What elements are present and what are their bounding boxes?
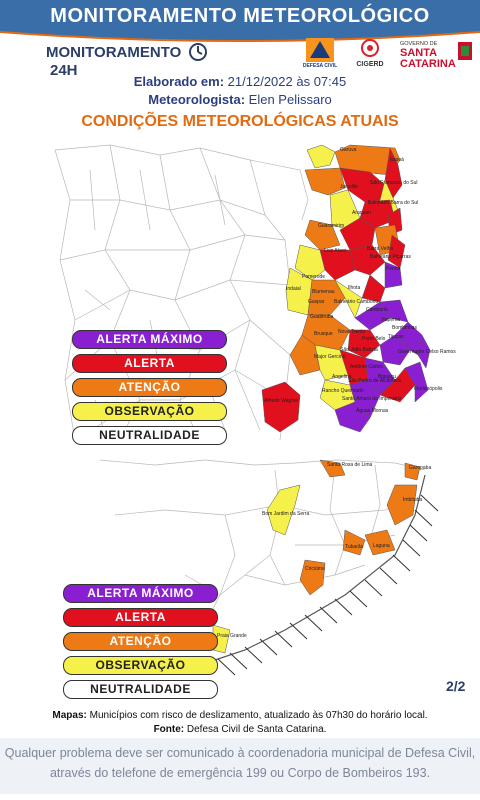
clock-icon xyxy=(189,43,208,61)
meteorologista-value: Elen Pelissaro xyxy=(248,92,332,107)
city-label: Itapema xyxy=(382,317,400,323)
south-map: Santa Rosa de Lima Garopaba Imbituba Bom… xyxy=(99,459,439,676)
cigerd-label: CIGERD xyxy=(356,61,383,68)
legend-item-observacao: OBSERVAÇÃO xyxy=(63,656,218,675)
footnote-fonte: Fonte: Defesa Civil de Santa Catarina. xyxy=(0,724,480,735)
city-label: Governador Celso Ramos xyxy=(398,349,456,355)
legend-south: ALERTA MÁXIMO ALERTA ATENÇÃO OBSERVAÇÃO … xyxy=(63,584,218,704)
city-label: Major Gercino xyxy=(314,354,346,360)
section-title: CONDIÇÕES METEOROLÓGICAS ATUAIS xyxy=(81,113,399,130)
city-label: Barra Velha xyxy=(367,246,393,252)
city-label: Biguaçu xyxy=(378,374,396,380)
city-label: Pomerode xyxy=(302,274,325,280)
footnote-mapas: Mapas: Municípios com risco de deslizame… xyxy=(0,710,480,721)
city-label: Angelina xyxy=(332,374,352,380)
brand-suffix: 24H xyxy=(50,62,78,79)
legend-item-alerta-maximo: ALERTA MÁXIMO xyxy=(72,330,227,349)
city-label: Santa Rosa de Lima xyxy=(327,462,373,468)
legend-item-atencao: ATENÇÃO xyxy=(72,378,227,397)
city-label: Araquari xyxy=(352,210,371,216)
city-label: Bombinhas xyxy=(392,325,418,331)
legend-item-atencao: ATENÇÃO xyxy=(63,632,218,651)
brand-logo: MONITORAMENTO 24H xyxy=(46,42,216,79)
header-curve xyxy=(0,28,480,42)
elaborado-label: Elaborado em: xyxy=(133,74,225,89)
city-label: Balneário Camboriú xyxy=(334,299,378,305)
city-label: Santo Amaro da Imperatriz xyxy=(342,396,402,402)
elaborado-line: Elaborado em: 21/12/2022 às 07:45 xyxy=(0,74,480,89)
city-label: Rancho Queimado xyxy=(322,388,364,394)
governo-sc-logo: GOVERNO DE SANTA CATARINA xyxy=(400,41,472,70)
risk-areas xyxy=(261,144,431,433)
legend-north: ALERTA MÁXIMO ALERTA ATENÇÃO OBSERVAÇÃO … xyxy=(72,330,227,450)
defesa-civil-logo: DEFESA CIVIL xyxy=(303,38,337,69)
municipality-borders xyxy=(54,144,309,441)
city-label: Garuva xyxy=(340,147,357,153)
fonte-text: Defesa Civil de Santa Catarina. xyxy=(186,724,327,735)
fonte-label: Fonte: xyxy=(153,724,185,735)
mapas-label: Mapas: xyxy=(52,710,87,721)
city-label: Nova Trento xyxy=(338,329,365,335)
north-map: Garuva Itapoá São Francisco do Sul Joinv… xyxy=(54,144,456,441)
bottom-line-2: através do telefone de emergência 199 ou… xyxy=(49,766,431,780)
legend-item-alerta: ALERTA xyxy=(72,354,227,373)
elaborado-value: 21/12/2022 às 07:45 xyxy=(227,74,347,89)
city-label: Alfredo Wagner xyxy=(264,398,299,404)
city-label: Blumenau xyxy=(312,289,335,295)
city-label: Brusque xyxy=(314,331,333,337)
city-label: Indaial xyxy=(286,286,301,292)
city-label: Florianópolis xyxy=(414,386,443,392)
city-label: Criciúma xyxy=(305,566,325,572)
page-number: 2/2 xyxy=(446,678,466,694)
city-label: Joinville xyxy=(340,184,358,190)
city-label: São Pedro de Alcântara xyxy=(348,378,401,384)
city-label: Tubarão xyxy=(345,544,364,550)
legend-item-neutralidade: NEUTRALIDADE xyxy=(72,426,227,445)
city-label: Guaramirim xyxy=(318,223,344,229)
header-title: MONITORAMENTO METEOROLÓGICO xyxy=(0,0,480,32)
city-label: Bom Jardim da Serra xyxy=(262,511,309,517)
partner-logos-graphic: DEFESA CIVIL CIGERD GOVERNO DE SANTA CAT… xyxy=(303,38,472,70)
city-label: Laguna xyxy=(373,543,390,549)
city-label: Gaspar xyxy=(308,299,325,305)
bottom-band xyxy=(0,738,480,794)
governo-label: GOVERNO DE xyxy=(400,41,438,47)
city-label: Imbituba xyxy=(403,497,422,503)
city-label: Luiz Alves xyxy=(324,248,347,254)
city-label: São Francisco do Sul xyxy=(370,180,418,186)
city-label: Camboriú xyxy=(366,307,388,313)
city-label: Balneário Piçarras xyxy=(370,254,411,260)
partner-logos: DEFESA CIVIL CIGERD GOVERNO DE SANTA CAT… xyxy=(300,36,476,70)
coastline xyxy=(214,474,439,676)
city-label: Garopaba xyxy=(409,465,431,471)
city-label: São João Batista xyxy=(340,347,378,353)
city-labels: Garuva Itapoá São Francisco do Sul Joinv… xyxy=(264,147,456,414)
mapas-text: Municípios com risco de deslizamento, at… xyxy=(89,710,428,721)
cigerd-logo: CIGERD xyxy=(356,39,384,68)
risk-areas-south xyxy=(212,459,421,654)
city-label: Guabiruba xyxy=(310,314,334,320)
legend-item-observacao: OBSERVAÇÃO xyxy=(72,402,227,421)
defesa-civil-label: DEFESA CIVIL xyxy=(303,63,337,69)
santa-label: SANTA xyxy=(400,47,437,59)
city-label: Ilhota xyxy=(348,285,360,291)
legend-item-alerta-maximo: ALERTA MÁXIMO xyxy=(63,584,218,603)
meteorologista-label: Meteorologista: xyxy=(148,92,246,107)
legend-item-alerta: ALERTA xyxy=(63,608,218,627)
city-label: Penha xyxy=(386,266,401,272)
brand-text: MONITORAMENTO xyxy=(46,44,182,61)
city-label: Balneário Barra do Sul xyxy=(368,200,418,206)
city-label: Itapoá xyxy=(390,157,404,163)
bottom-line-1: Qualquer problema deve ser comunicado à … xyxy=(4,746,476,760)
city-label: Águas Mornas xyxy=(356,407,389,414)
city-label: Tijucas xyxy=(388,334,404,340)
catarina-label: CATARINA xyxy=(400,58,456,70)
city-label: Praia Grande xyxy=(217,633,247,639)
city-label: Porto Belo xyxy=(362,336,386,342)
city-label: Antônio Carlos xyxy=(350,364,383,370)
city-labels-south: Santa Rosa de Lima Garopaba Imbituba Bom… xyxy=(217,462,431,639)
meteorologista-line: Meteorologista: Elen Pelissaro xyxy=(0,92,480,107)
legend-item-neutralidade: NEUTRALIDADE xyxy=(63,680,218,699)
